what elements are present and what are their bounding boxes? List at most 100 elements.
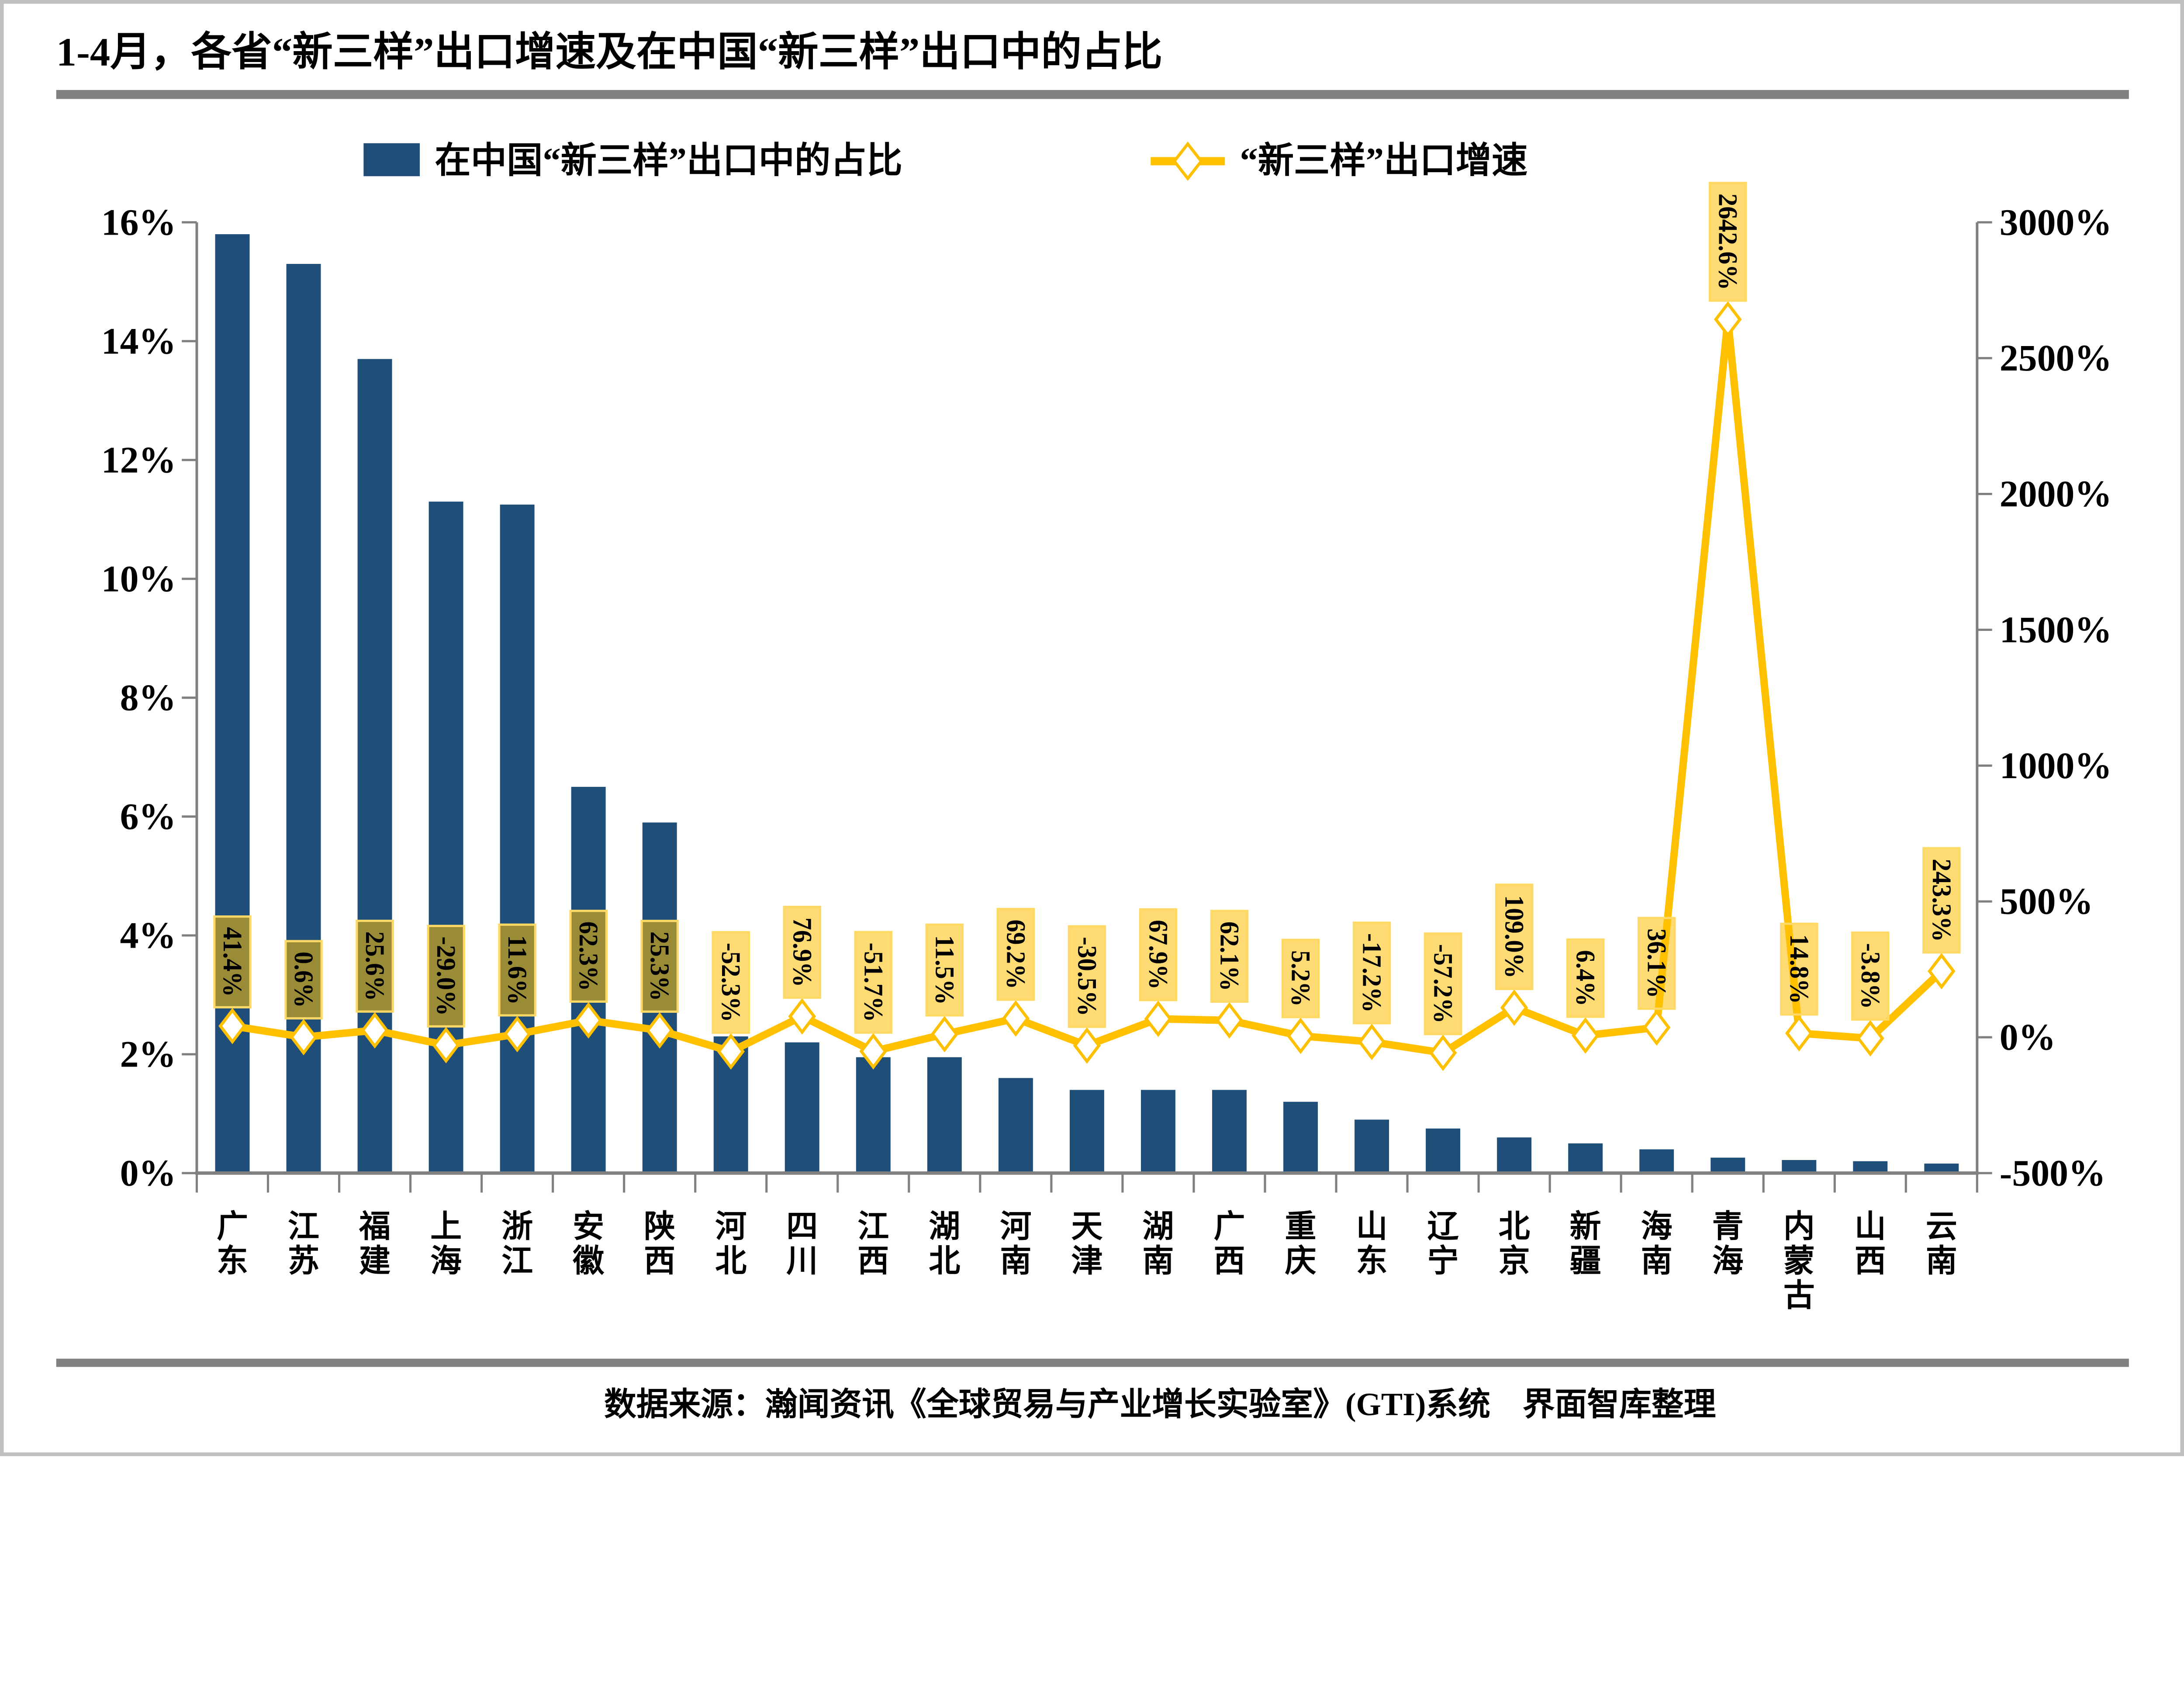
category-char: 福 [359, 1209, 390, 1244]
category-char: 江 [857, 1209, 889, 1244]
data-label-四川: 76.9% [787, 918, 817, 987]
category-char: 四 [786, 1209, 818, 1244]
legend-bar-swatch-icon [363, 143, 420, 177]
data-label-box-新疆 [1566, 938, 1605, 1018]
data-label-box-安徽 [569, 910, 608, 1003]
category-label-福建: 福建 [359, 1209, 390, 1279]
right-tick-label: 2500% [2000, 337, 2112, 379]
category-label-山东: 山东 [1356, 1209, 1388, 1279]
category-label-河南: 河南 [1000, 1209, 1031, 1279]
data-labels: 41.4% 0.6% 25.6% -29.0% 11.6% 62.3% 25.3% -52.3… [213, 182, 1961, 1036]
category-label-天津: 天津 [1071, 1209, 1102, 1279]
data-label-box-福建 [356, 919, 394, 1013]
category-char: 海 [1712, 1244, 1744, 1279]
data-label-安徽: 62.3% [574, 921, 603, 991]
diamond-marker-安徽 [574, 1002, 602, 1039]
category-char: 津 [1071, 1244, 1102, 1279]
bar-江西 [856, 1057, 891, 1173]
left-tick-label: 4% [120, 914, 176, 956]
right-tick-label: 1500% [2000, 609, 2112, 651]
bar-四川 [784, 1042, 819, 1173]
data-label-上海: -29.0% [431, 936, 461, 1016]
data-label-box-河南 [996, 907, 1035, 1001]
diamond-marker-北京 [1500, 989, 1528, 1026]
category-char: 东 [217, 1244, 248, 1279]
category-char: 西 [1213, 1244, 1245, 1279]
left-tick-label: 0% [120, 1152, 176, 1194]
title-divider [56, 90, 2129, 99]
category-char: 徽 [572, 1244, 605, 1279]
data-label-box-广东 [213, 915, 252, 1008]
data-label-box-云南 [1922, 847, 1961, 954]
category-char: 西 [857, 1244, 889, 1279]
category-char: 庆 [1285, 1244, 1316, 1279]
category-char: 山 [1356, 1209, 1388, 1244]
category-char: 疆 [1570, 1244, 1601, 1279]
bar-广西 [1212, 1090, 1247, 1173]
diamond-marker-广西 [1215, 1002, 1244, 1039]
data-label-box-上海 [427, 925, 465, 1028]
bar-浙江 [500, 504, 535, 1173]
diamond-marker-天津 [1073, 1027, 1101, 1064]
bar-云南 [1924, 1164, 1959, 1173]
data-label-福建: 25.6% [360, 932, 390, 1001]
data-label-box-河北 [712, 931, 750, 1034]
legend: 在中国“新三样”出口中的占比 “新三样”出口增速 [363, 141, 1527, 181]
category-label-广东: 广东 [217, 1209, 248, 1279]
data-label-box-浙江 [498, 923, 536, 1017]
chart-title: 1-4月，各省“新三样”出口增速及在中国“新三样”出口中的占比 [56, 30, 1163, 75]
diamond-marker-上海 [432, 1027, 460, 1063]
category-char: 河 [715, 1209, 746, 1244]
category-char: 广 [217, 1209, 248, 1244]
bar-重庆 [1283, 1101, 1318, 1173]
category-label-广西: 广西 [1213, 1209, 1245, 1279]
data-label-box-海南 [1637, 917, 1676, 1010]
data-label-辽宁: -57.2% [1428, 944, 1458, 1024]
category-label-江西: 江西 [857, 1209, 889, 1279]
category-char: 新 [1570, 1209, 1601, 1244]
bar-河南 [998, 1078, 1033, 1173]
data-label-陕西: 25.3% [645, 932, 674, 1001]
data-label-box-青海 [1708, 182, 1747, 302]
data-label-湖南: 67.9% [1143, 920, 1173, 990]
category-char: 西 [1855, 1244, 1886, 1279]
category-label-内蒙古: 内蒙古 [1783, 1209, 1815, 1313]
category-char: 蒙 [1783, 1244, 1815, 1279]
diamond-marker-河南 [1002, 1000, 1030, 1037]
diamond-marker-陕西 [646, 1012, 674, 1049]
left-tick-label: 12% [101, 439, 176, 481]
category-char: 北 [1499, 1209, 1530, 1244]
data-label-重庆: 5.2% [1286, 950, 1316, 1007]
category-char: 辽 [1427, 1209, 1459, 1244]
category-label-浙江: 浙江 [501, 1209, 533, 1279]
left-tick-label: 16% [101, 201, 176, 243]
category-label-上海: 上海 [430, 1209, 462, 1279]
legend-diamond-marker-icon [1172, 141, 1203, 181]
bar-新疆 [1568, 1143, 1603, 1173]
chart-figure: 1-4月，各省“新三样”出口增速及在中国“新三样”出口中的占比 在中国“新三样”… [0, 0, 2184, 1456]
category-char: 河 [1000, 1209, 1031, 1244]
diamond-marker-江苏 [290, 1018, 318, 1056]
data-label-box-四川 [783, 906, 822, 999]
data-label-山东: -17.2% [1357, 933, 1387, 1013]
category-char: 陕 [644, 1209, 675, 1244]
left-tick-label: 14% [101, 320, 176, 362]
left-tick-label: 8% [120, 677, 176, 718]
right-tick-label: 3000% [2000, 201, 2112, 243]
bar-湖北 [927, 1057, 962, 1173]
data-label-山西: -3.8% [1856, 943, 1885, 1009]
data-label-江苏: 0.6% [289, 952, 318, 1008]
category-char: 北 [929, 1244, 960, 1279]
footer-divider [56, 1358, 2129, 1367]
category-char: 川 [786, 1244, 818, 1279]
diamond-marker-湖南 [1144, 1001, 1172, 1037]
category-label-湖北: 湖北 [929, 1209, 960, 1279]
category-char: 宁 [1427, 1244, 1459, 1279]
diamond-marker-四川 [788, 998, 816, 1035]
category-char: 湖 [929, 1209, 960, 1244]
category-label-山西: 山西 [1855, 1209, 1886, 1279]
diamond-marker-海南 [1642, 1009, 1671, 1046]
category-char: 青 [1712, 1209, 1744, 1244]
category-char: 苏 [288, 1244, 319, 1279]
data-label-box-内蒙古 [1780, 922, 1818, 1016]
